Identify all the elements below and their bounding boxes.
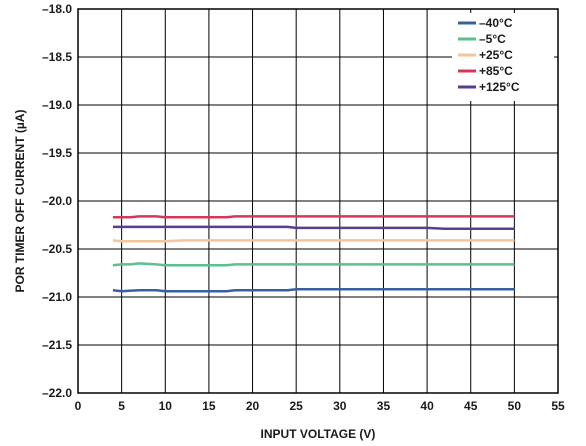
x-tick-labels: 0 5 10 15 20 25 30 35 40 45 50 55 <box>75 399 565 413</box>
y-axis-title: POR TIMER OFF CURRENT (µA) <box>13 110 27 293</box>
y-tick-label: –21.5 <box>42 338 72 352</box>
legend-label: +25°C <box>479 48 513 62</box>
y-tick-label: –18.0 <box>42 2 72 16</box>
y-tick-label: –19.0 <box>42 98 72 112</box>
y-tick-label: –20.5 <box>42 242 72 256</box>
x-tick-label: 25 <box>290 399 304 413</box>
series-line <box>112 262 515 267</box>
x-axis-title: INPUT VOLTAGE (V) <box>261 427 376 441</box>
x-tick-label: 55 <box>551 399 565 413</box>
series-line <box>112 225 515 231</box>
y-tick-label: –19.5 <box>42 146 72 160</box>
legend-label: +125°C <box>479 80 520 94</box>
legend-label: –40°C <box>479 16 513 30</box>
x-tick-label: 10 <box>159 399 173 413</box>
y-tick-label: –20.0 <box>42 194 72 208</box>
x-tick-label: 45 <box>464 399 478 413</box>
y-tick-label: –21.0 <box>42 290 72 304</box>
legend-label: +85°C <box>479 64 513 78</box>
y-tick-labels: –18.0 –18.5 –19.0 –19.5 –20.0 –20.5 –21.0 –21.5… <box>42 2 72 400</box>
plot-frame <box>77 8 559 394</box>
y-tick-label: –18.5 <box>42 50 72 64</box>
legend: –40°C –5°C +25°C +85°C +125°C <box>458 16 520 94</box>
x-tick-label: 40 <box>420 399 434 413</box>
x-tick-label: 50 <box>508 399 522 413</box>
series-line <box>112 288 515 293</box>
series-line <box>112 215 515 219</box>
x-tick-label: 35 <box>377 399 391 413</box>
x-tick-label: 15 <box>202 399 216 413</box>
y-tick-label: –22.0 <box>42 386 72 400</box>
series-line <box>112 239 515 243</box>
series-layer <box>112 215 515 293</box>
x-tick-label: 30 <box>333 399 347 413</box>
x-tick-label: 20 <box>246 399 260 413</box>
legend-label: –5°C <box>479 32 506 46</box>
x-tick-label: 0 <box>75 399 82 413</box>
x-tick-label: 5 <box>118 399 125 413</box>
